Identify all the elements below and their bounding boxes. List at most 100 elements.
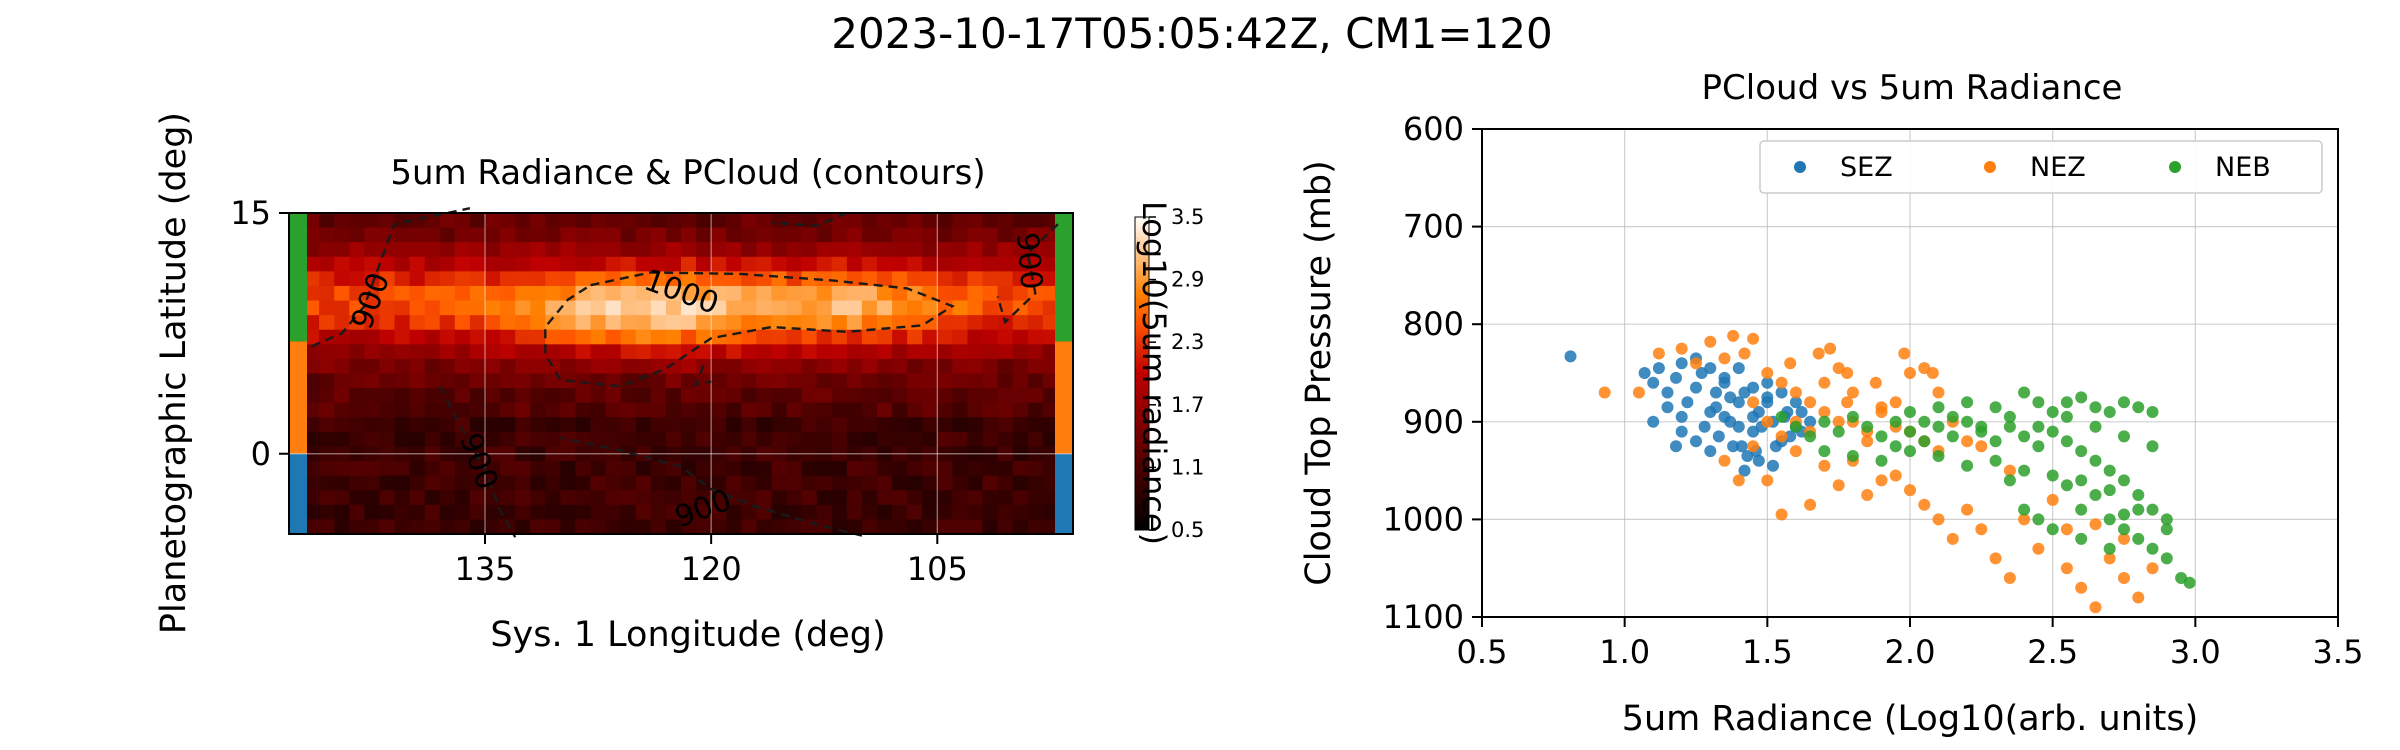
heatmap-cell bbox=[334, 285, 350, 302]
heatmap-cell bbox=[741, 461, 757, 477]
heatmap-cell bbox=[681, 227, 697, 243]
heatmap-cell bbox=[982, 242, 999, 258]
heatmap-cell bbox=[515, 388, 531, 404]
heatmap-cell bbox=[816, 402, 833, 418]
heatmap-cell bbox=[515, 329, 531, 345]
heatmap-cell bbox=[620, 519, 637, 535]
scatter-point-neb bbox=[2060, 435, 2073, 448]
heatmap-cell bbox=[304, 461, 320, 477]
heatmap-cell bbox=[681, 271, 697, 287]
heatmap-cell bbox=[334, 519, 350, 535]
scatter-point-sez bbox=[1698, 420, 1711, 433]
heatmap-cell bbox=[560, 256, 577, 272]
heatmap-cell bbox=[846, 242, 863, 258]
heatmap-cell bbox=[545, 242, 561, 258]
heatmap-cell bbox=[379, 300, 396, 316]
colorbar-tick-label: 0.5 bbox=[1171, 518, 1204, 542]
scatter-point-sez bbox=[1718, 371, 1731, 384]
heatmap-cell bbox=[379, 213, 396, 229]
heatmap-cell bbox=[454, 271, 471, 287]
heatmap-cell bbox=[937, 329, 953, 345]
heatmap-cell bbox=[816, 315, 833, 331]
heatmap-cell bbox=[846, 388, 863, 404]
scatter-point-sez bbox=[1784, 430, 1797, 443]
scatter-point-neb bbox=[2160, 513, 2173, 526]
heatmap-cell bbox=[786, 373, 803, 389]
heatmap-cell bbox=[379, 417, 396, 433]
heatmap-cell bbox=[1042, 504, 1059, 521]
heatmap-cell bbox=[756, 329, 773, 345]
heatmap-cell bbox=[892, 242, 908, 258]
heatmap-cell bbox=[952, 285, 969, 302]
scatter-point-sez bbox=[1670, 371, 1682, 384]
heatmap-cell bbox=[454, 227, 471, 243]
heatmap-cell bbox=[937, 461, 953, 477]
scatter-point-sez bbox=[1690, 435, 1702, 448]
heatmap-cell bbox=[635, 300, 652, 316]
heatmap-cell bbox=[635, 329, 652, 345]
scatter-point-nez bbox=[1747, 440, 1760, 453]
heatmap-cell bbox=[696, 227, 712, 243]
scatter-point-neb bbox=[2075, 532, 2088, 545]
heatmap-cell bbox=[726, 388, 742, 404]
heatmap-cell bbox=[379, 344, 396, 360]
heatmap-cell bbox=[560, 490, 577, 506]
heatmap-cell bbox=[967, 315, 984, 331]
heatmap-cell bbox=[756, 431, 773, 448]
heatmap-cell bbox=[665, 227, 682, 243]
heatmap-cell bbox=[726, 358, 742, 375]
heatmap-cell bbox=[485, 344, 501, 360]
heatmap-cell bbox=[635, 402, 652, 418]
scatter-point-neb bbox=[2089, 489, 2102, 501]
heatmap-cell bbox=[364, 271, 381, 287]
heatmap-cell bbox=[681, 475, 697, 491]
heatmap-cell bbox=[364, 431, 381, 448]
heatmap-cell bbox=[394, 344, 411, 360]
heatmap-cell bbox=[861, 358, 878, 375]
heatmap-cell bbox=[409, 315, 426, 331]
heatmap-cell bbox=[937, 285, 953, 302]
heatmap-cell bbox=[379, 285, 396, 302]
heatmap-cell bbox=[771, 417, 788, 433]
heatmap-cell bbox=[605, 213, 622, 229]
scatter-point-neb bbox=[2032, 513, 2045, 526]
heatmap-cell bbox=[620, 300, 637, 316]
heatmap-cell bbox=[620, 475, 637, 491]
heatmap-cell bbox=[756, 256, 773, 272]
scatter-point-nez bbox=[1861, 435, 1874, 448]
heatmap-cell bbox=[877, 213, 893, 229]
heatmap-cell bbox=[379, 402, 396, 418]
heatmap-cell bbox=[1012, 315, 1029, 331]
heatmap-cell bbox=[319, 490, 335, 506]
series-nez bbox=[1598, 329, 2159, 614]
heatmap-cell bbox=[922, 256, 938, 272]
heatmap-cell bbox=[439, 431, 456, 448]
heatmap-cell bbox=[605, 358, 622, 375]
heatmap-cell bbox=[907, 461, 923, 477]
heatmap-cell bbox=[590, 388, 607, 404]
scatter-point-sez bbox=[1732, 362, 1745, 375]
heatmap-cell bbox=[590, 475, 607, 491]
heatmap-cell bbox=[590, 256, 607, 272]
contour-label: 900 bbox=[1009, 231, 1049, 291]
heatmap-cell bbox=[424, 431, 441, 448]
heatmap-cell bbox=[846, 256, 863, 272]
heatmap-cell bbox=[319, 300, 335, 316]
heatmap-cell bbox=[575, 358, 592, 375]
heatmap-cell bbox=[500, 417, 516, 433]
heatmap-cell bbox=[1012, 388, 1029, 404]
heatmap-cell bbox=[892, 329, 908, 345]
heatmap-cell bbox=[801, 329, 818, 345]
heatmap-cell bbox=[711, 285, 727, 302]
heatmap-cell bbox=[771, 519, 788, 535]
heatmap-cell bbox=[952, 271, 969, 287]
heatmap-cell bbox=[650, 373, 667, 389]
heatmap-cell bbox=[439, 285, 456, 302]
heatmap-cell bbox=[379, 315, 396, 331]
heatmap-cell bbox=[816, 417, 833, 433]
heatmap-cell bbox=[831, 285, 848, 302]
heatmap-cell bbox=[394, 519, 411, 535]
heatmap-cell bbox=[681, 329, 697, 345]
heatmap-cell bbox=[635, 227, 652, 243]
scatter-point-nez bbox=[1789, 386, 1802, 399]
